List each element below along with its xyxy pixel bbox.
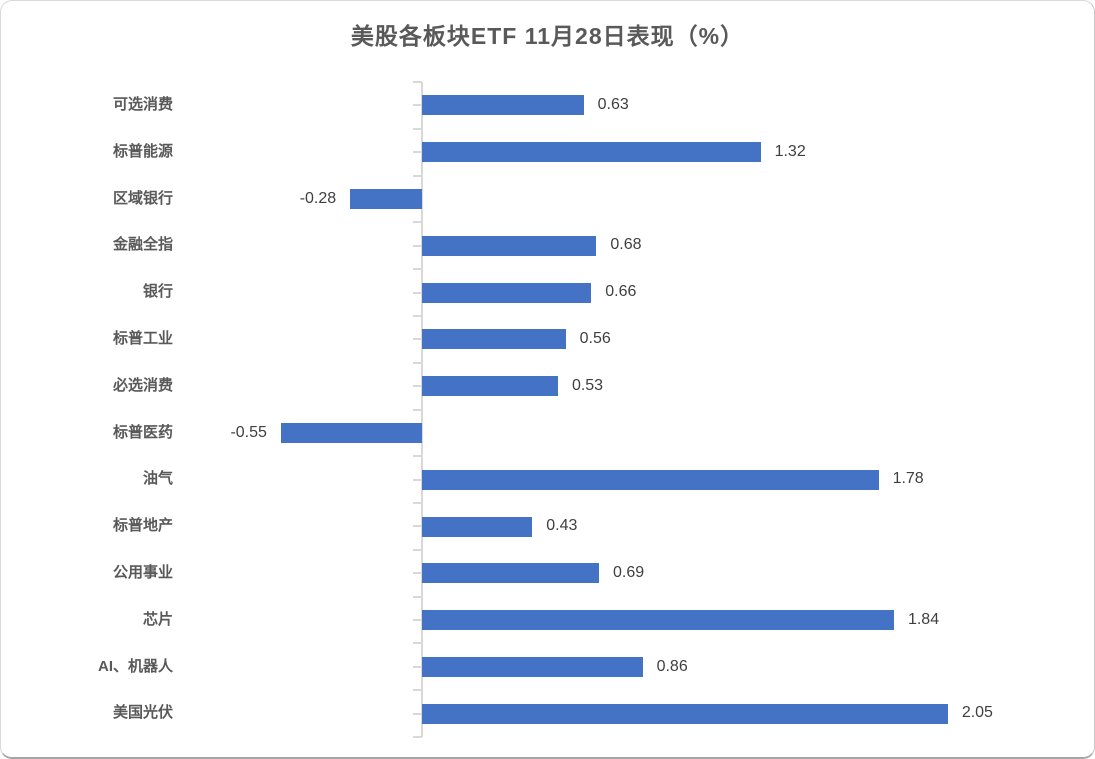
category-label: 区域银行 [112,189,173,207]
bar-row: 公用事业 0.69 [1,550,1094,597]
bar-row: 美国光伏 2.05 [1,690,1094,737]
category-label: 公用事业 [112,564,173,581]
axis-tick [413,221,422,224]
bar-row: 油气 1.78 [1,456,1094,503]
data-bar [422,235,597,256]
value-label: -0.28 [299,189,337,207]
value-label: 0.68 [610,236,642,254]
category-label: 标普工业 [112,330,173,347]
category-label: 美国光伏 [112,704,173,722]
axis-tick [413,244,422,247]
axis-tick [413,525,422,528]
axis-tick [413,712,422,715]
data-bar [280,422,422,443]
category-label: 标普能源 [112,142,173,160]
axis-tick [413,338,422,341]
data-bar [422,329,566,350]
axis-tick [413,619,422,622]
data-bar [422,469,879,490]
bar-row: 标普能源 1.32 [1,129,1094,176]
value-label: 1.78 [892,470,924,488]
category-axis-line [421,82,423,737]
category-label: 可选消费 [112,96,173,113]
axis-tick [413,174,422,177]
bar-row: AI、机器人 0.86 [1,644,1094,691]
value-label: 0.69 [612,564,645,581]
data-bar [422,95,584,116]
category-label: 油气 [142,470,173,488]
data-bar [422,610,894,631]
data-bar [422,703,948,724]
axis-tick [413,455,422,458]
axis-tick [413,689,422,692]
axis-tick [413,642,422,645]
axis-tick [413,408,422,411]
category-label: 标普医药 [112,423,173,441]
data-bar [422,376,558,397]
chart-title: 美股各板块ETF 11月28日表现（%） [350,23,745,49]
axis-tick [413,572,422,575]
bar-row: 标普医药 -0.55 [1,410,1094,457]
value-label: 1.84 [907,610,940,628]
bar-row: 区域银行 -0.28 [1,176,1094,223]
value-label: 0.56 [579,330,611,347]
value-label: 1.32 [774,142,806,160]
axis-tick [413,736,422,738]
value-label: -0.55 [230,423,267,441]
data-bar [422,656,643,677]
data-bar [422,563,599,584]
axis-tick [413,595,422,598]
data-bar [350,188,422,209]
axis-tick [413,268,422,271]
bar-row: 标普地产 0.43 [1,503,1094,550]
bar-row: 银行 0.66 [1,269,1094,316]
axis-tick [413,548,422,551]
value-label: 0.53 [571,376,604,394]
value-label: 0.43 [546,517,578,535]
data-bar [422,282,592,303]
axis-tick [413,361,422,364]
bar-row: 金融全指 0.68 [1,222,1094,269]
value-label: 0.63 [597,96,629,113]
bar-row: 可选消费 0.63 [1,82,1094,129]
axis-tick [413,385,422,388]
bar-row: 必选消费 0.53 [1,363,1094,410]
value-label: 2.05 [961,704,993,722]
category-label: 金融全指 [112,236,173,254]
axis-tick [413,478,422,481]
value-label: 0.66 [605,283,637,301]
axis-tick [413,81,422,83]
bar-row: 标普工业 0.56 [1,316,1094,363]
category-label: 标普地产 [112,517,173,535]
data-bar [422,516,533,537]
category-label: 芯片 [142,610,173,628]
category-label: AI、机器人 [97,657,173,675]
data-bar [422,142,761,163]
category-label: 必选消费 [112,376,173,394]
axis-tick [413,127,422,130]
axis-tick [413,291,422,294]
axis-tick [413,502,422,505]
axis-tick [413,151,422,154]
plot-area: 可选消费 0.63 标普能源 1.32 区域银行 -0.28 金融全指 0.68 银行 0.66 标… [1,81,1094,738]
category-label: 银行 [142,283,173,301]
axis-tick [413,314,422,317]
axis-tick [413,665,422,668]
value-label: 0.86 [656,657,688,675]
axis-tick [413,104,422,107]
bar-row: 芯片 1.84 [1,597,1094,644]
